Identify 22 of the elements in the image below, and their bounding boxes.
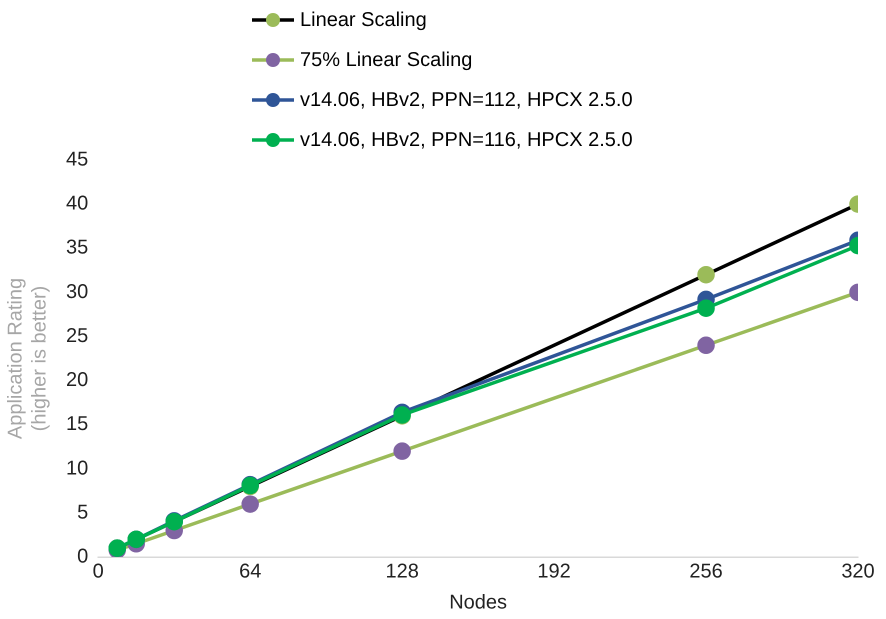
x-tick-label: 128 <box>385 560 419 583</box>
x-tick-label: 0 <box>92 560 104 583</box>
y-tick-label: 5 <box>77 501 88 524</box>
y-axis-title: Application Rating (higher is better) <box>4 278 51 440</box>
y-tick-label: 0 <box>77 546 88 568</box>
legend-label: 75% Linear Scaling <box>300 48 472 72</box>
x-tick-label: 256 <box>689 560 723 583</box>
y-tick-label: 35 <box>66 236 88 259</box>
y-tick-label: 30 <box>66 280 88 303</box>
x-tick-label: 192 <box>537 560 571 583</box>
x-tick-label: 64 <box>239 560 262 583</box>
y-tick-label: 10 <box>66 457 88 480</box>
legend-label: Linear Scaling <box>300 8 427 32</box>
x-tick-label: 320 <box>841 560 875 583</box>
y-tick-label: 45 <box>66 148 88 171</box>
legend-label: v14.06, HBv2, PPN=116, HPCX 2.5.0 <box>300 128 633 152</box>
x-axis-title: Nodes <box>449 592 508 614</box>
y-tick-label: 40 <box>66 192 88 215</box>
y-tick-label: 20 <box>66 369 88 392</box>
y-tick-label: 25 <box>66 324 88 347</box>
y-tick-label: 15 <box>66 413 88 436</box>
legend-label: v14.06, HBv2, PPN=112, HPCX 2.5.0 <box>300 88 633 112</box>
